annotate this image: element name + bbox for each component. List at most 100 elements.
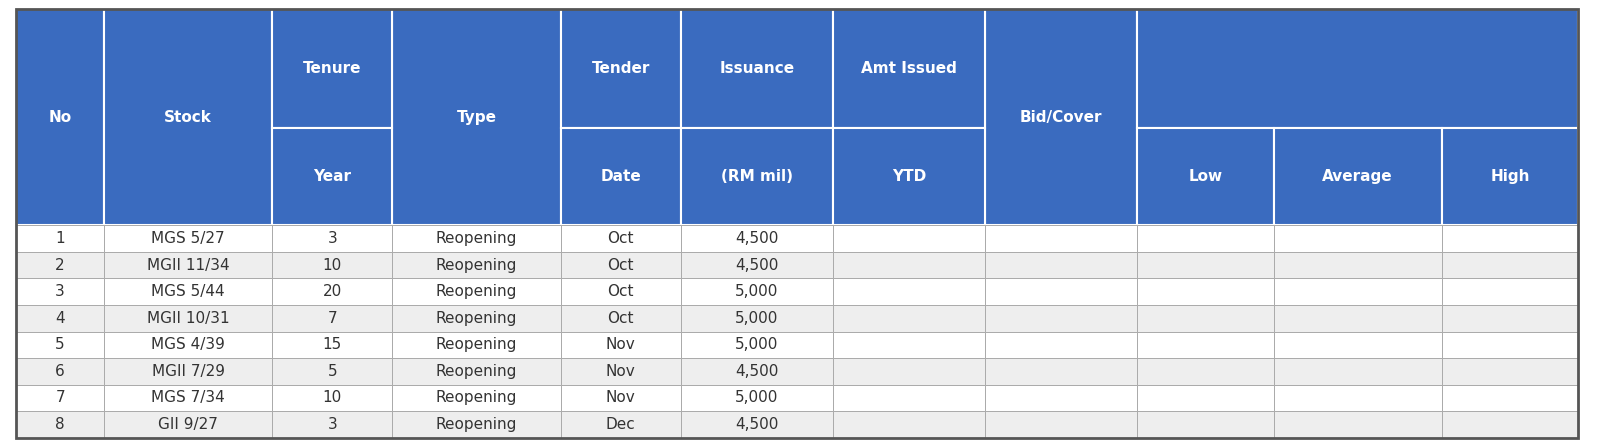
Text: 5,000: 5,000 bbox=[735, 311, 779, 326]
Bar bbox=[681, 9, 833, 128]
Text: No: No bbox=[48, 110, 72, 125]
Bar bbox=[392, 252, 561, 278]
Bar bbox=[272, 411, 392, 438]
Text: MGS 4/39: MGS 4/39 bbox=[151, 337, 226, 352]
Bar bbox=[272, 128, 392, 225]
Text: High: High bbox=[1490, 169, 1530, 184]
Bar bbox=[985, 358, 1137, 385]
Bar bbox=[561, 385, 681, 411]
Text: MGS 5/44: MGS 5/44 bbox=[152, 284, 224, 299]
Bar bbox=[1442, 385, 1578, 411]
Bar bbox=[16, 332, 104, 358]
Text: Dec: Dec bbox=[606, 417, 636, 432]
Bar bbox=[681, 278, 833, 305]
Bar bbox=[104, 225, 272, 252]
Text: Reopening: Reopening bbox=[436, 364, 517, 379]
Text: Reopening: Reopening bbox=[436, 417, 517, 432]
Bar bbox=[681, 128, 833, 225]
Text: 5,000: 5,000 bbox=[735, 390, 779, 405]
Text: 3: 3 bbox=[327, 231, 338, 246]
Bar bbox=[272, 385, 392, 411]
Text: Bid/Cover: Bid/Cover bbox=[1020, 110, 1102, 125]
Text: 4: 4 bbox=[54, 311, 66, 326]
Bar bbox=[561, 225, 681, 252]
Text: Reopening: Reopening bbox=[436, 258, 517, 273]
Text: Amt Issued: Amt Issued bbox=[862, 61, 956, 76]
Text: 5: 5 bbox=[54, 337, 66, 352]
Bar bbox=[392, 385, 561, 411]
Bar bbox=[1442, 278, 1578, 305]
Text: MGII 11/34: MGII 11/34 bbox=[147, 258, 229, 273]
Bar bbox=[1442, 128, 1578, 225]
Bar bbox=[1442, 332, 1578, 358]
Bar bbox=[1274, 305, 1442, 332]
Bar bbox=[392, 278, 561, 305]
Text: Oct: Oct bbox=[607, 231, 634, 246]
Bar bbox=[272, 332, 392, 358]
Text: 4,500: 4,500 bbox=[735, 231, 779, 246]
Bar bbox=[681, 358, 833, 385]
Bar bbox=[1274, 411, 1442, 438]
Text: Reopening: Reopening bbox=[436, 284, 517, 299]
Text: Reopening: Reopening bbox=[436, 337, 517, 352]
Text: 8: 8 bbox=[54, 417, 66, 432]
Text: Reopening: Reopening bbox=[436, 311, 517, 326]
Bar bbox=[681, 385, 833, 411]
Text: MGS 5/27: MGS 5/27 bbox=[152, 231, 224, 246]
Bar bbox=[833, 385, 985, 411]
Bar bbox=[272, 278, 392, 305]
Text: 5,000: 5,000 bbox=[735, 337, 779, 352]
Text: Tender: Tender bbox=[591, 61, 650, 76]
Bar bbox=[1137, 128, 1274, 225]
Bar bbox=[833, 332, 985, 358]
Bar bbox=[1137, 278, 1274, 305]
Bar bbox=[561, 278, 681, 305]
Bar bbox=[561, 332, 681, 358]
Bar bbox=[681, 252, 833, 278]
Text: 3: 3 bbox=[327, 417, 338, 432]
Bar bbox=[985, 385, 1137, 411]
Text: Year: Year bbox=[314, 169, 351, 184]
Bar bbox=[272, 358, 392, 385]
Bar bbox=[681, 332, 833, 358]
Bar bbox=[1442, 305, 1578, 332]
Bar bbox=[1137, 252, 1274, 278]
Bar bbox=[1137, 411, 1274, 438]
Bar bbox=[833, 278, 985, 305]
Text: Average: Average bbox=[1322, 169, 1394, 184]
Bar bbox=[16, 225, 104, 252]
Text: GII 9/27: GII 9/27 bbox=[159, 417, 218, 432]
Bar bbox=[1137, 358, 1274, 385]
Text: Low: Low bbox=[1189, 169, 1222, 184]
Bar bbox=[104, 252, 272, 278]
Bar bbox=[392, 9, 561, 225]
Bar bbox=[1137, 9, 1578, 128]
Text: Type: Type bbox=[457, 110, 497, 125]
Text: Oct: Oct bbox=[607, 311, 634, 326]
Text: 10: 10 bbox=[322, 390, 343, 405]
Bar bbox=[833, 305, 985, 332]
Bar bbox=[985, 305, 1137, 332]
Bar bbox=[272, 252, 392, 278]
Text: 15: 15 bbox=[322, 337, 343, 352]
Text: (RM mil): (RM mil) bbox=[721, 169, 793, 184]
Text: 5,000: 5,000 bbox=[735, 284, 779, 299]
Text: 7: 7 bbox=[54, 390, 66, 405]
Bar bbox=[392, 305, 561, 332]
Bar bbox=[104, 411, 272, 438]
Bar bbox=[1137, 332, 1274, 358]
Bar bbox=[16, 9, 104, 225]
Bar bbox=[985, 278, 1137, 305]
Bar bbox=[833, 252, 985, 278]
Bar bbox=[104, 9, 272, 225]
Bar bbox=[681, 411, 833, 438]
Text: 7: 7 bbox=[327, 311, 338, 326]
Bar bbox=[392, 411, 561, 438]
Text: Oct: Oct bbox=[607, 258, 634, 273]
Bar bbox=[833, 128, 985, 225]
Bar bbox=[272, 225, 392, 252]
Bar bbox=[1274, 332, 1442, 358]
Bar bbox=[1274, 128, 1442, 225]
Bar bbox=[16, 278, 104, 305]
Bar bbox=[1137, 305, 1274, 332]
